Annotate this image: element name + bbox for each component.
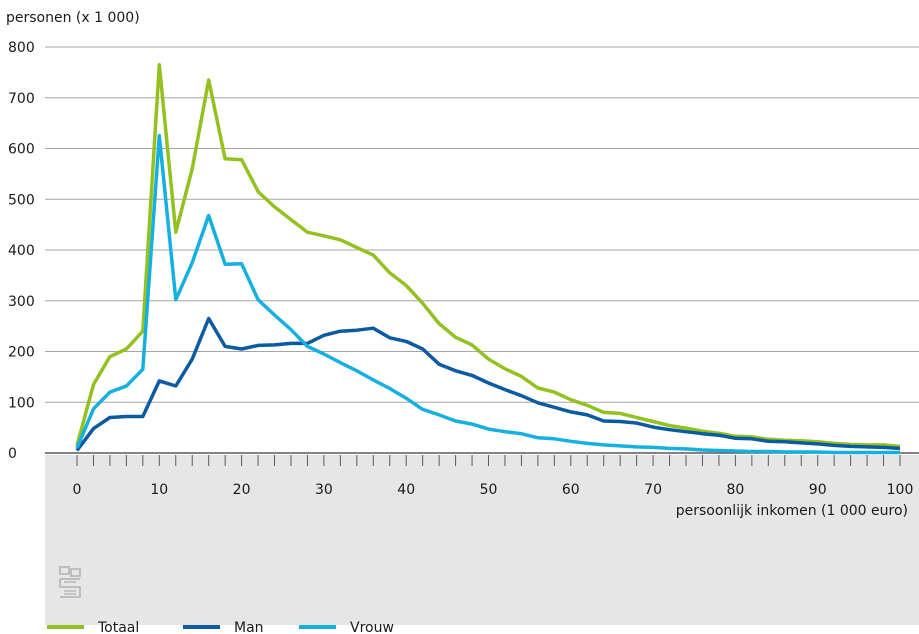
legend-label: Totaal xyxy=(97,620,139,634)
series-line-man xyxy=(75,316,901,452)
x-tick-label: 40 xyxy=(397,482,415,498)
x-tick-label: 20 xyxy=(233,482,251,498)
x-tick-label: 10 xyxy=(150,482,168,498)
series-line-vrouw xyxy=(75,134,900,455)
y-tick-label: 300 xyxy=(8,294,35,310)
y-tick-label: 600 xyxy=(8,142,35,158)
y-tick-label: 0 xyxy=(8,446,17,462)
legend-item-totaal: Totaal xyxy=(47,620,139,634)
series-line-totaal xyxy=(75,63,901,449)
y-tick-label: 700 xyxy=(8,91,35,107)
legend: Totaal Man Vrouw xyxy=(47,620,394,634)
y-tick-label: 100 xyxy=(8,395,35,411)
x-tick-labels: 0 10 20 30 40 50 60 70 80 90 100 xyxy=(73,482,914,498)
y-tick-label: 200 xyxy=(8,345,35,361)
legend-item-vrouw: Vrouw xyxy=(299,620,394,634)
x-tick-label: 0 xyxy=(73,482,82,498)
gridlines xyxy=(45,46,919,454)
legend-label: Man xyxy=(234,620,264,634)
series-lines xyxy=(75,63,901,455)
legend-label: Vrouw xyxy=(350,620,394,634)
x-tick-label: 70 xyxy=(644,482,662,498)
y-tick-label: 400 xyxy=(8,243,35,259)
x-axis-band xyxy=(45,455,919,625)
x-tick-label: 90 xyxy=(809,482,827,498)
x-tick-marks xyxy=(76,455,901,466)
legend-item-man: Man xyxy=(183,620,264,634)
y-tick-label: 500 xyxy=(8,192,35,208)
cbs-logo-icon xyxy=(59,566,81,598)
x-tick-label: 100 xyxy=(887,482,914,498)
x-axis-title: persoonlijk inkomen (1 000 euro) xyxy=(676,503,908,519)
x-tick-label: 30 xyxy=(315,482,333,498)
x-tick-label: 50 xyxy=(480,482,498,498)
y-axis-title: personen (x 1 000) xyxy=(6,10,140,26)
y-tick-label: 800 xyxy=(8,40,35,56)
x-tick-label: 80 xyxy=(726,482,744,498)
y-tick-labels: 0 100 200 300 400 500 600 700 800 xyxy=(8,40,35,462)
x-tick-label: 60 xyxy=(562,482,580,498)
